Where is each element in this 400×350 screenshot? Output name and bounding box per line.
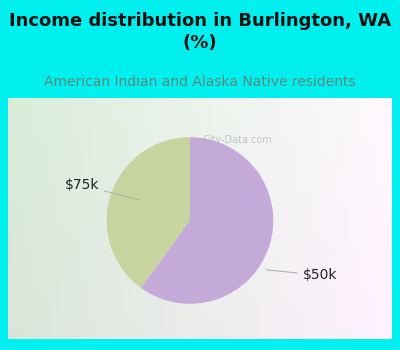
- Text: $50k: $50k: [266, 268, 337, 282]
- Wedge shape: [107, 137, 190, 288]
- Wedge shape: [141, 137, 273, 304]
- Text: $75k: $75k: [64, 178, 140, 200]
- Text: Income distribution in Burlington, WA
(%): Income distribution in Burlington, WA (%…: [9, 12, 391, 52]
- Text: American Indian and Alaska Native residents: American Indian and Alaska Native reside…: [44, 75, 356, 89]
- Text: City-Data.com: City-Data.com: [202, 135, 272, 145]
